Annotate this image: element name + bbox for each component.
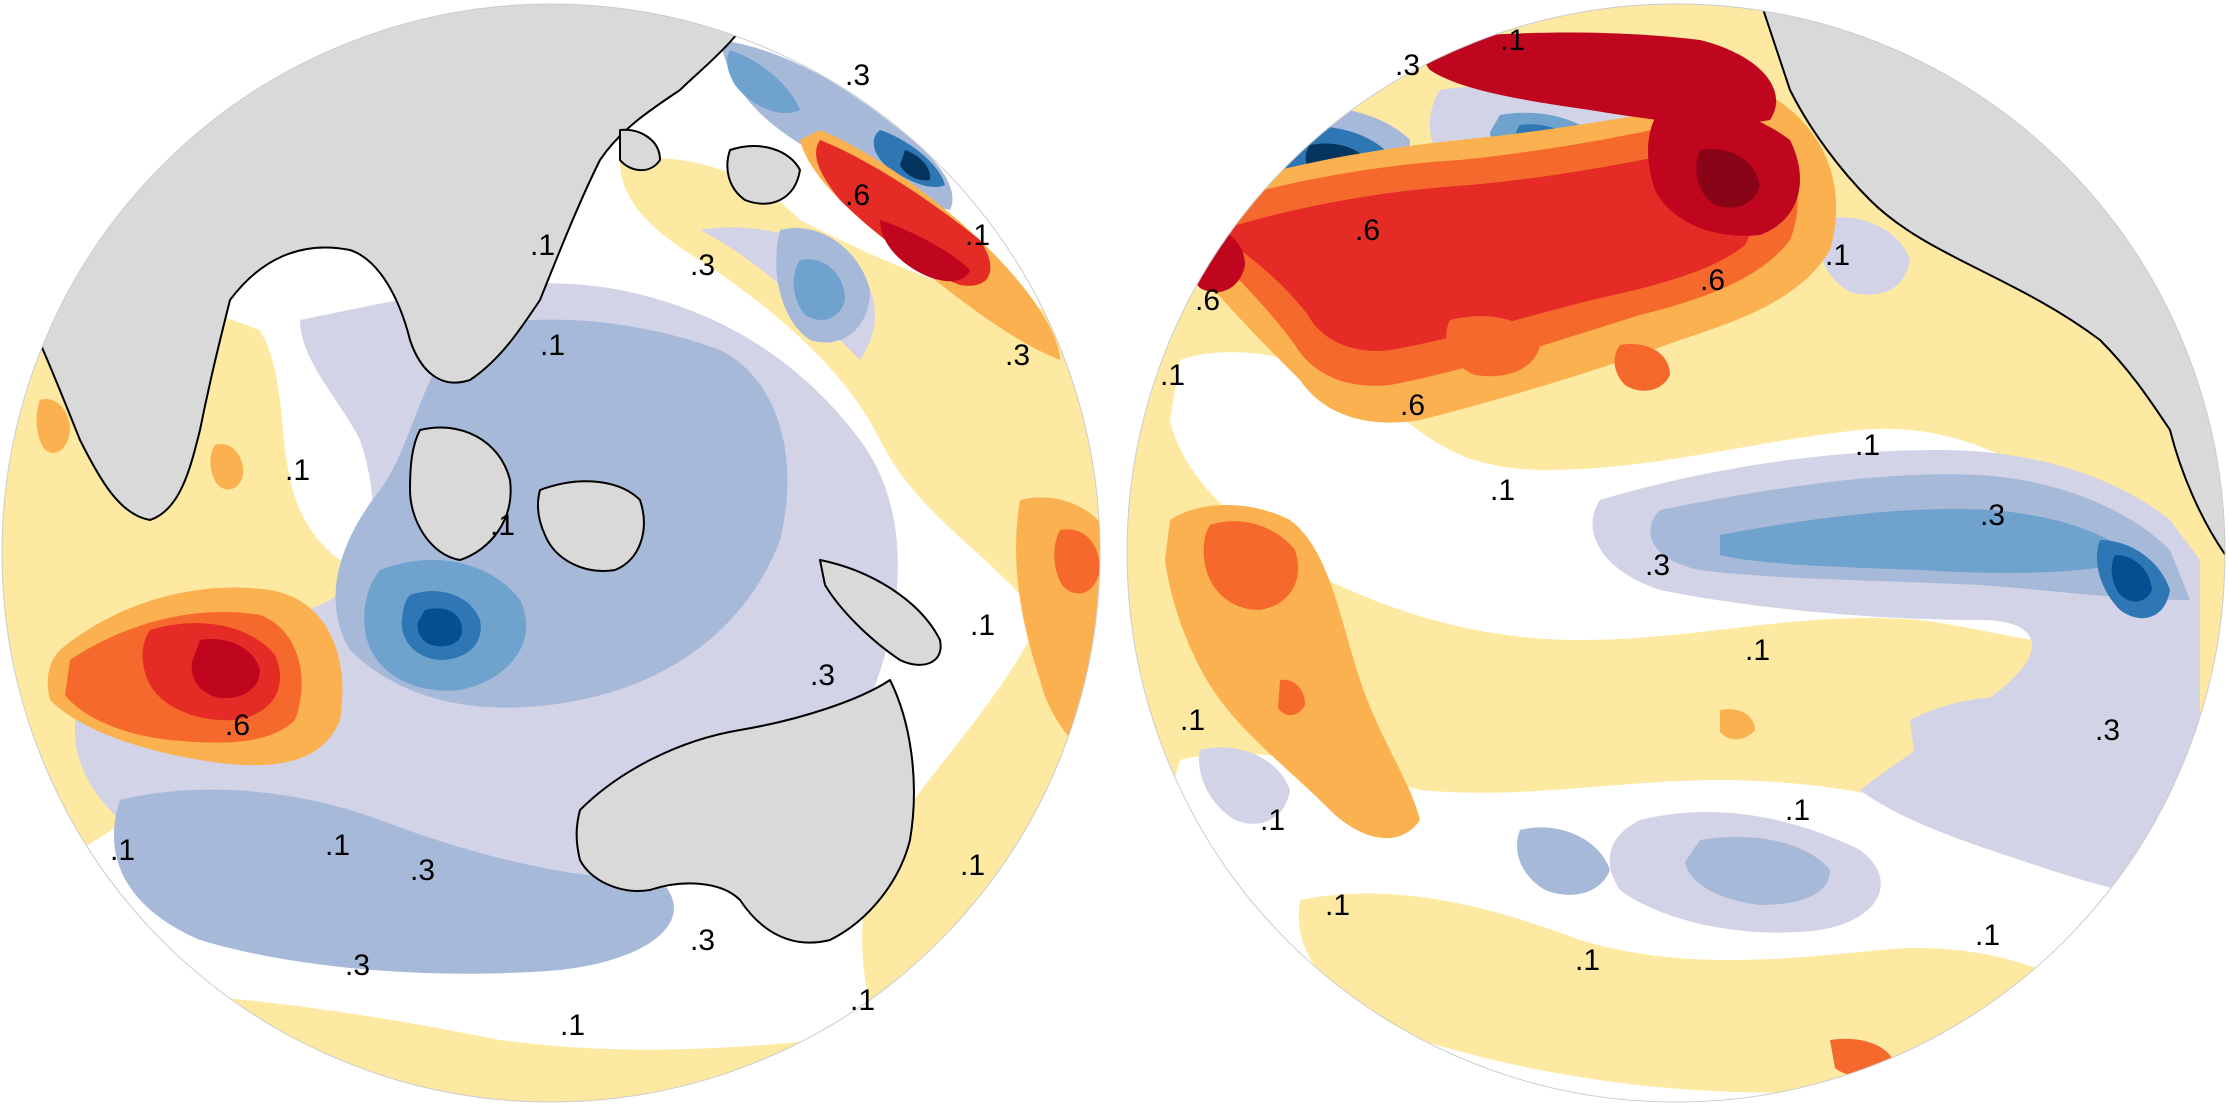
contour-label: .3: [690, 249, 715, 282]
contour-label: .1: [110, 834, 135, 867]
contour-label: .1: [965, 219, 990, 252]
contour-label: .1: [1490, 474, 1515, 507]
contour-label: .3: [410, 854, 435, 887]
contour-label: .3: [690, 924, 715, 957]
right-hemisphere: .3 .1 .6 .6 .6 .1 .6 .1 .1 .1 .3 .3 .1 .…: [1126, 3, 2226, 1103]
left-hemisphere: .6 .1 .3 .1 .3 .1 .1 .3 .6 .1 .1 .3 .1 .…: [1, 3, 1101, 1103]
contour-label: .6: [1355, 214, 1380, 247]
contour-labels-left: .6 .1 .3 .1 .3 .1 .1 .3 .6 .1 .1 .3 .1 .…: [110, 59, 1030, 1042]
contour-label: .3: [345, 949, 370, 982]
contour-label: .1: [1785, 794, 1810, 827]
contour-label: .6: [1195, 284, 1220, 317]
contour-labels-right: .3 .1 .6 .6 .6 .1 .6 .1 .1 .1 .3 .3 .1 .…: [1160, 24, 2120, 977]
contour-label: .1: [530, 229, 555, 262]
contour-label: .1: [1975, 919, 2000, 952]
contour-label: .3: [810, 659, 835, 692]
contour-label: .1: [970, 609, 995, 642]
contour-label: .1: [540, 329, 565, 362]
contour-label: .1: [1855, 429, 1880, 462]
contour-label: .1: [1745, 634, 1770, 667]
contour-label: .1: [1260, 804, 1285, 837]
contour-label: .1: [960, 849, 985, 882]
contour-label: .1: [325, 829, 350, 862]
contour-label: .3: [1395, 49, 1420, 82]
contour-label: .1: [1325, 889, 1350, 922]
contour-label: .3: [1645, 549, 1670, 582]
contour-label: .1: [1500, 24, 1525, 57]
contour-label: .3: [2095, 714, 2120, 747]
contour-label: .6: [225, 709, 250, 742]
contour-label: .1: [490, 509, 515, 542]
contour-label: .1: [1180, 704, 1205, 737]
contour-label: .1: [850, 984, 875, 1017]
contour-label: .1: [1575, 944, 1600, 977]
contour-label: .1: [1160, 359, 1185, 392]
contour-label: .3: [1980, 499, 2005, 532]
contour-label: .6: [845, 179, 870, 212]
contour-label: .3: [1005, 339, 1030, 372]
contour-label: .6: [1700, 264, 1725, 297]
contour-label: .1: [1825, 239, 1850, 272]
contour-label: .3: [845, 59, 870, 92]
contour-label: .1: [285, 454, 310, 487]
contour-label: .1: [560, 1009, 585, 1042]
contour-label: .6: [1400, 389, 1425, 422]
